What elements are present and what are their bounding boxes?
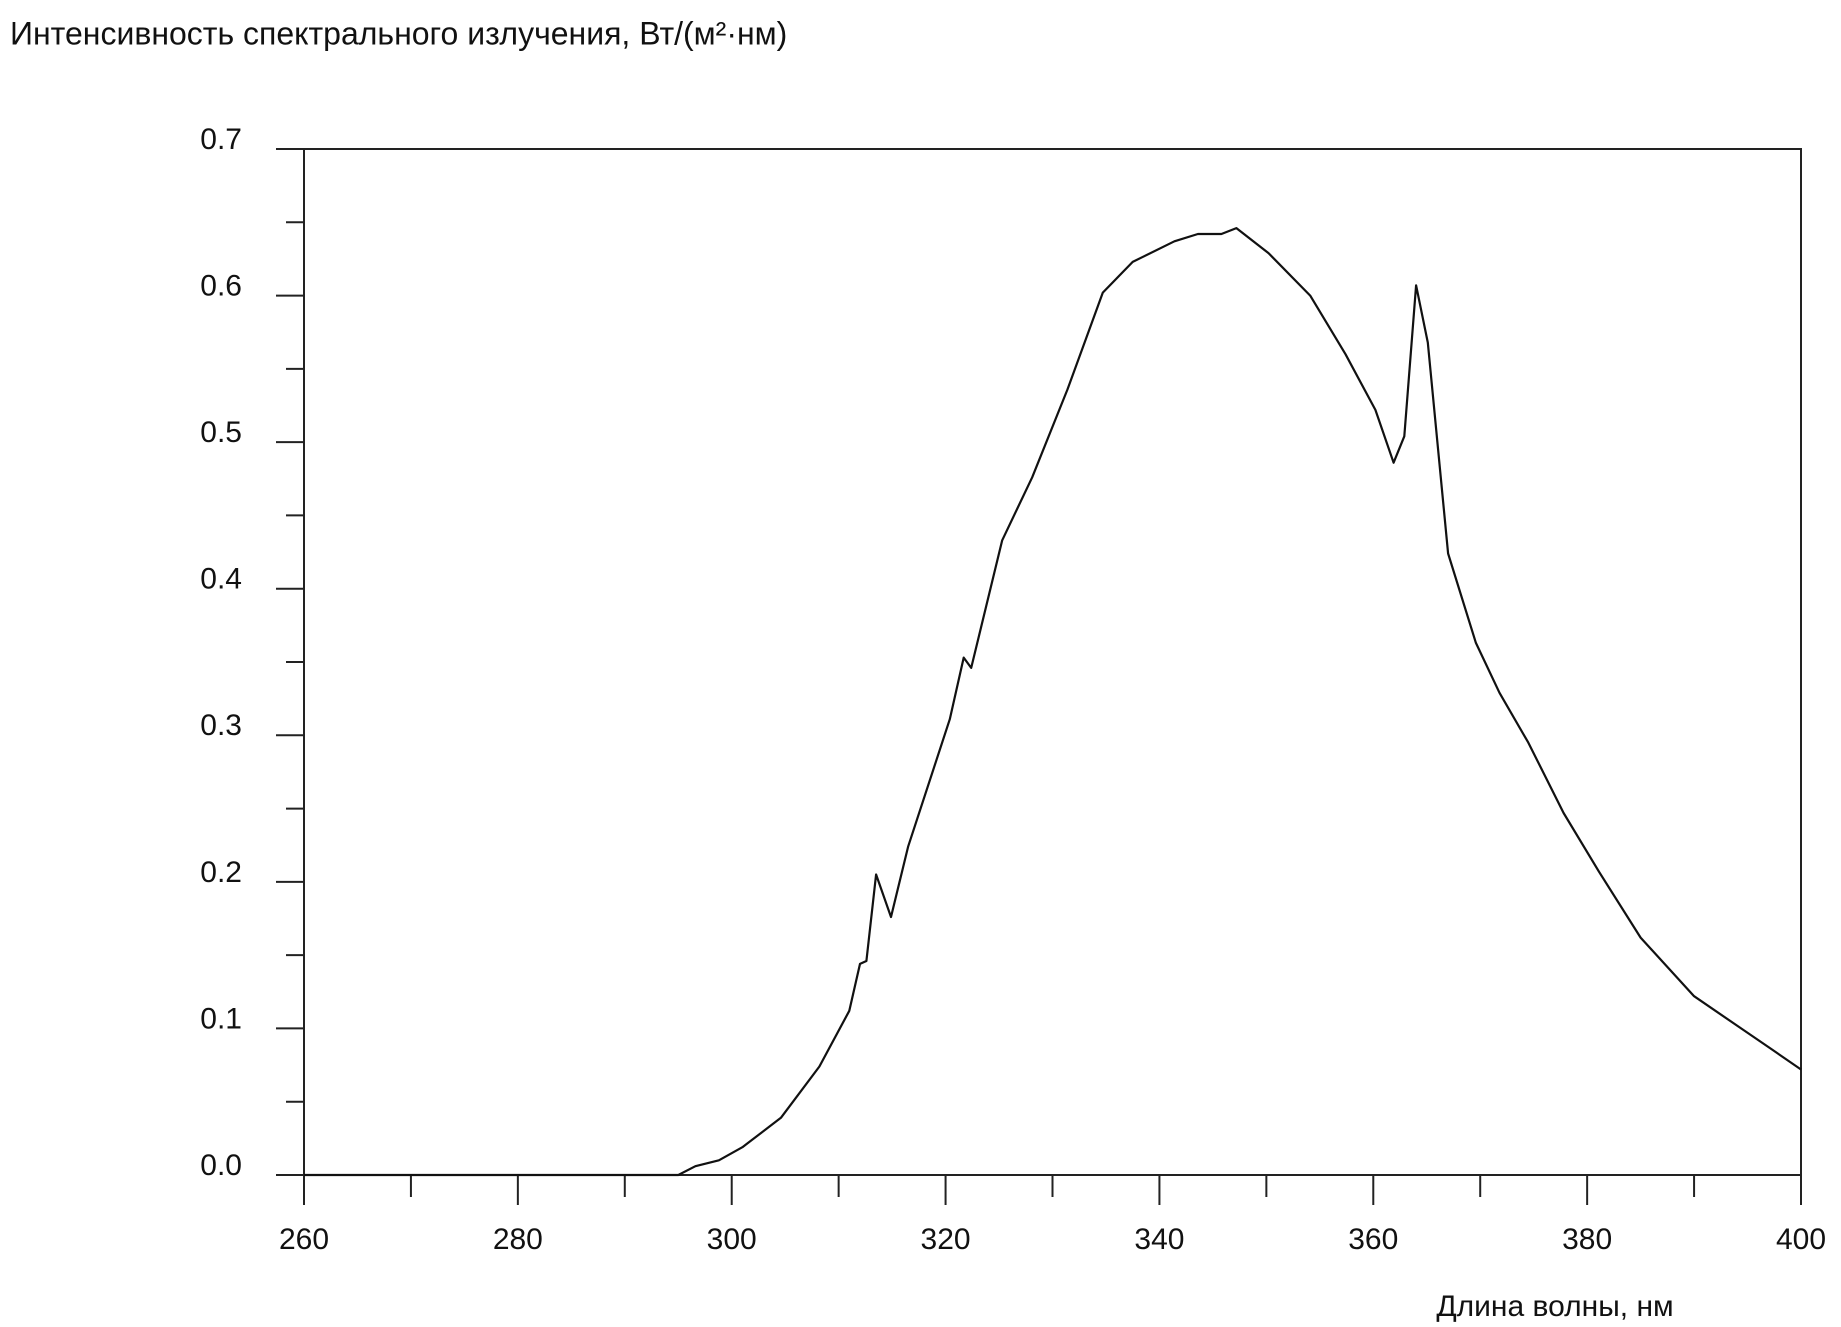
x-tick-label: 300 [707,1223,757,1256]
y-tick-label: 0.6 [200,269,242,302]
chart-title: Интенсивность спектрального излучения, В… [10,15,787,51]
plot-frame [303,148,1802,1176]
x-tick-label: 400 [1776,1223,1826,1256]
y-tick-label: 0.4 [200,563,242,596]
x-tick-label: 360 [1348,1223,1398,1256]
data-line [304,227,1802,1177]
x-tick-label: 340 [1134,1223,1184,1256]
x-tick-label: 280 [493,1223,543,1256]
y-tick-label: 0.0 [200,1149,242,1182]
x-axis-label: Длина волны, нм [1436,1290,1673,1323]
y-tick-label: 0.2 [200,856,242,889]
x-tick-label: 380 [1562,1223,1612,1256]
x-tick-label: 260 [279,1223,329,1256]
y-tick-label: 0.3 [200,709,242,742]
x-tick-label: 320 [921,1223,971,1256]
y-tick-label: 0.5 [200,416,242,449]
y-tick-label: 0.1 [200,1002,242,1035]
y-tick-label: 0.7 [200,123,242,156]
